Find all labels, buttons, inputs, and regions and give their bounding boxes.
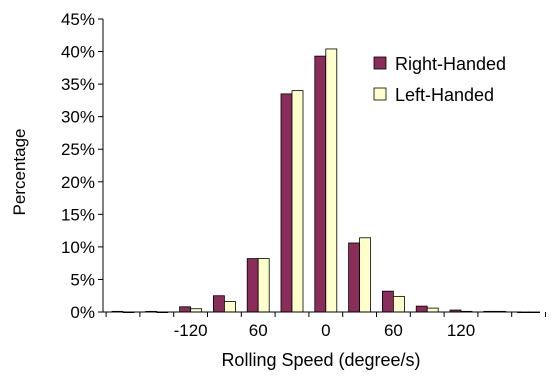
y-axis-label: Percentage [10,129,29,216]
bar-right-handed [381,290,394,313]
y-tick-label: 5% [70,270,95,289]
bar-right-handed [348,242,361,313]
y-tick-label: 40% [61,43,95,62]
bars [111,48,540,314]
bar-left-handed [223,301,236,313]
y-tick-label: 10% [61,238,95,257]
bar-left-handed [291,90,304,313]
y-tick-label: 45% [61,10,95,29]
x-tick-label: 60 [384,321,403,340]
y-tick-label: 25% [61,140,95,159]
legend-label: Left-Handed [395,85,494,105]
x-tick-label: -120 [174,321,208,340]
bar-right-handed [415,305,428,313]
y-tick-label: 20% [61,173,95,192]
y-axis: 0% 5% 10% 15% 20% 25% 30% 35% 40% 45% [61,10,104,322]
legend-swatch [373,87,387,101]
legend-swatch [373,56,387,70]
bar-left-handed [528,311,540,314]
bar-left-handed [257,258,270,313]
bar-right-handed [280,93,293,313]
legend: Right-Handed Left-Handed [373,54,506,105]
bar-right-handed [179,306,192,313]
y-tick-label: 15% [61,205,95,224]
y-tick-label: 35% [61,75,95,94]
y-tick-label: 0% [70,303,95,322]
bar-left-handed [392,295,405,313]
bar-left-handed [359,237,372,313]
x-axis-label: Rolling Speed (degree/s) [221,350,420,370]
x-tick-label: 0 [321,321,330,340]
legend-label: Right-Handed [395,54,506,74]
bar-left-handed [426,307,439,313]
x-axis: -120 60 0 60 120 [103,311,546,340]
bar-right-handed [212,295,225,313]
x-tick-label: 60 [249,321,268,340]
bar-right-handed [314,55,327,313]
y-tick-label: 30% [61,108,95,127]
x-tick-label: 120 [447,321,475,340]
bar-right-handed [246,258,259,313]
bar-left-handed [325,48,338,313]
